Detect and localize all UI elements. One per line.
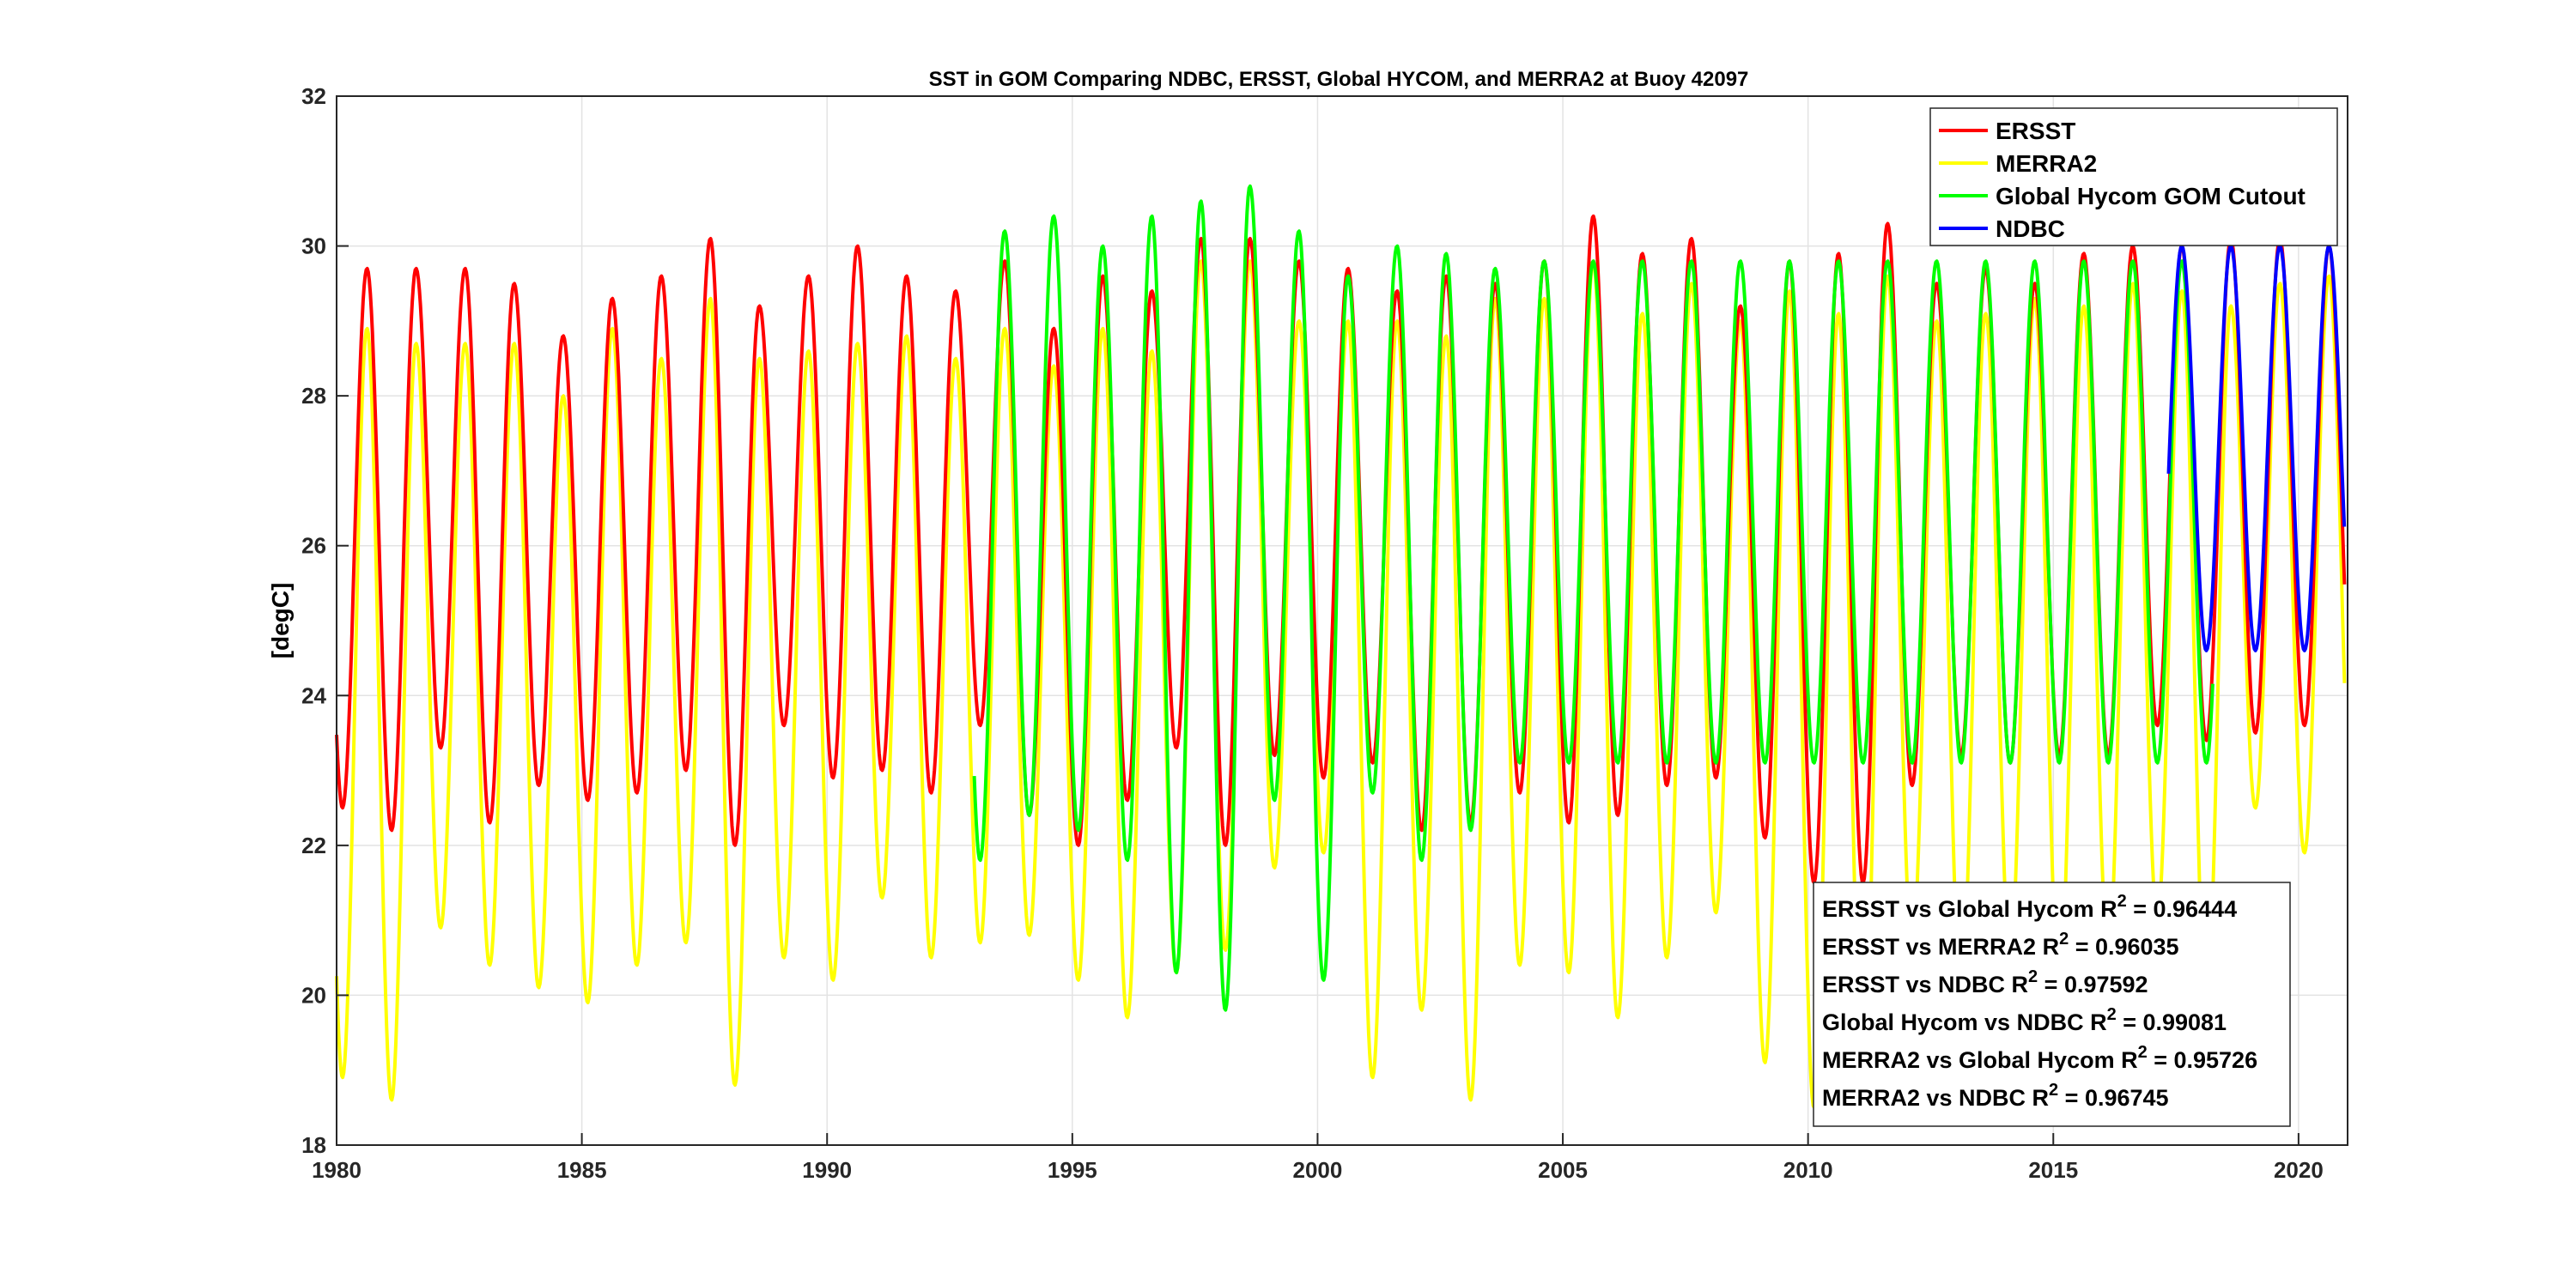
y-tick-label: 30 — [301, 233, 326, 259]
x-tick-label: 2020 — [2274, 1157, 2324, 1183]
y-tick-label: 26 — [301, 533, 326, 559]
legend: ERSST MERRA2 Global Hycom GOM Cutout NDBC — [1929, 107, 2338, 246]
r-squared-line: ERSST vs MERRA2 R2 = 0.96035 — [1822, 930, 2179, 960]
x-tick-label: 2005 — [1538, 1157, 1588, 1183]
r-squared-line: ERSST vs Global Hycom R2 = 0.96444 — [1822, 892, 2237, 922]
x-tick-label: 2015 — [2028, 1157, 2078, 1183]
x-tick-label: 1995 — [1048, 1157, 1097, 1183]
chart-title: SST in GOM Comparing NDBC, ERSST, Global… — [929, 68, 1749, 91]
r-squared-line: Global Hycom vs NDBC R2 = 0.99081 — [1822, 1005, 2227, 1035]
x-tick-label: 1990 — [802, 1157, 852, 1183]
annotation-box — [1813, 882, 2291, 1127]
x-tick-label: 1985 — [557, 1157, 607, 1183]
y-tick-label: 20 — [301, 982, 326, 1008]
y-tick-label: 22 — [301, 833, 326, 858]
r-squared-line: ERSST vs NDBC R2 = 0.97592 — [1822, 967, 2148, 997]
series-line-global-hycom-gom-cutout — [972, 184, 2215, 1012]
r-squared-line: MERRA2 vs NDBC R2 = 0.96745 — [1822, 1081, 2169, 1111]
y-tick-label: 32 — [301, 83, 326, 109]
legend-box — [1929, 107, 2338, 246]
x-axis-ticks: 1980 1985 1990 1995 2000 2005 2010 2015 2020 — [312, 1133, 2324, 1183]
y-axis-label: [degC] — [267, 583, 294, 659]
grid-lines — [337, 96, 2348, 1145]
x-tick-label: 2000 — [1293, 1157, 1343, 1183]
series-line-ndbc — [2166, 244, 2347, 652]
y-axis-ticks: 18 20 22 24 26 28 30 32 — [301, 83, 349, 1158]
y-tick-label: 28 — [301, 383, 326, 409]
y-tick-label: 18 — [301, 1132, 326, 1158]
legend-entry: Global Hycom GOM Cutout — [1996, 183, 2306, 209]
r-squared-annotation: ERSST vs Global Hycom R2 = 0.96444 ERSST … — [1813, 882, 2291, 1127]
legend-entry: MERRA2 — [1996, 150, 2097, 177]
legend-entry: ERSST — [1996, 118, 2075, 144]
x-tick-label: 2010 — [1783, 1157, 1833, 1183]
x-tick-label: 1980 — [312, 1157, 361, 1183]
r-squared-line: MERRA2 vs Global Hycom R2 = 0.95726 — [1822, 1043, 2257, 1073]
y-tick-label: 24 — [301, 682, 326, 708]
legend-entry: NDBC — [1996, 215, 2065, 242]
plot-frame — [336, 95, 2348, 1146]
